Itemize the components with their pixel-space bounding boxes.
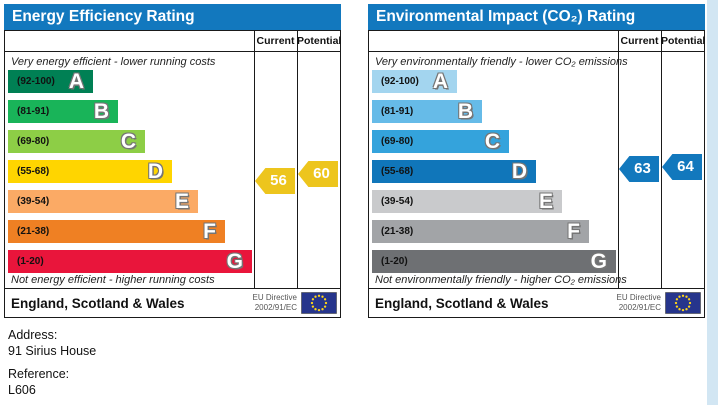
band-letter: C [484,130,500,153]
band-e: (39-54) E [8,190,198,213]
eu-flag-icon [665,292,701,314]
current-column-header: Current [256,35,295,47]
column-divider [297,31,298,289]
current-rating-arrow: 63 [619,156,659,182]
bands-area: Very environmentally friendly - lower CO… [369,52,704,289]
column-divider [254,31,255,289]
current-rating-arrow: 56 [255,168,295,194]
potential-rating-arrow: 60 [298,161,338,187]
band-letter: C [120,130,136,153]
chart-title: Energy Efficiency Rating [4,4,341,30]
band-range: (69-80) [17,136,50,147]
environmental-impact-chart: Environmental Impact (CO₂) Rating Curren… [368,4,705,318]
potential-column-header: Potential [661,35,706,47]
potential-rating-arrow: 64 [662,154,702,180]
column-divider [661,31,662,289]
band-f: (21-38) F [8,220,225,243]
reference-value: L606 [8,383,36,397]
band-b: (81-91) B [372,100,482,123]
band-range: (21-38) [381,226,414,237]
band-e: (39-54) E [372,190,562,213]
address-label: Address: [8,328,58,342]
eu-directive-line1: EU Directive [616,293,661,303]
band-f: (21-38) F [372,220,589,243]
band-letter: F [203,220,216,243]
band-letter: A [68,70,84,93]
scrollbar-track[interactable] [707,0,718,405]
eu-directive-line2: 2002/91/EC [618,303,661,312]
band-range: (39-54) [381,196,414,207]
band-letter: B [93,100,109,123]
band-range: (39-54) [17,196,50,207]
property-details: Address: 91 Sirius House Reference: L606 [8,327,96,398]
eu-directive-line2: 2002/91/EC [254,303,297,312]
band-range: (81-91) [381,106,414,117]
band-d: (55-68) D [372,160,536,183]
top-caption: Very environmentally friendly - lower CO… [375,56,628,68]
band-a: (92-100) A [372,70,457,93]
region-label: England, Scotland & Wales [375,295,549,311]
bottom-caption: Not energy efficient - higher running co… [11,274,215,286]
energy-efficiency-chart: Energy Efficiency Rating Current Potenti… [4,4,341,318]
band-range: (69-80) [381,136,414,147]
column-header-row: Current Potential [369,31,706,52]
chart-footer: England, Scotland & Wales EU Directive 2… [5,288,340,317]
band-letter: E [538,190,553,213]
top-caption: Very energy efficient - lower running co… [11,56,216,68]
chart-table: Current Potential Very energy efficient … [4,30,341,318]
band-letter: D [511,160,527,183]
column-divider [618,31,619,289]
potential-column-header: Potential [297,35,342,47]
band-a: (92-100) A [8,70,93,93]
band-letter: B [457,100,473,123]
band-letter: G [226,250,243,273]
band-range: (1-20) [381,256,408,267]
eu-directive-label: EU Directive 2002/91/EC [253,293,297,312]
column-header-row: Current Potential [5,31,342,52]
eu-directive-line1: EU Directive [252,293,297,303]
band-c: (69-80) C [372,130,509,153]
band-d: (55-68) D [8,160,172,183]
band-range: (1-20) [17,256,44,267]
band-letter: D [147,160,163,183]
bands-area: Very energy efficient - lower running co… [5,52,340,289]
band-range: (55-68) [381,166,414,177]
band-letter: E [174,190,189,213]
band-range: (92-100) [381,76,419,87]
region-label: England, Scotland & Wales [11,295,185,311]
bottom-caption: Not environmentally friendly - higher CO… [375,274,627,286]
eu-directive-label: EU Directive 2002/91/EC [617,293,661,312]
band-range: (92-100) [17,76,55,87]
reference-label: Reference: [8,367,70,381]
band-letter: A [432,70,448,93]
address-value: 91 Sirius House [8,344,97,358]
band-letter: G [590,250,607,273]
band-g: (1-20) G [8,250,252,273]
band-c: (69-80) C [8,130,145,153]
band-g: (1-20) G [372,250,616,273]
chart-title: Environmental Impact (CO₂) Rating [368,4,705,30]
current-column-header: Current [620,35,659,47]
chart-table: Current Potential Very environmentally f… [368,30,705,318]
band-range: (55-68) [17,166,50,177]
band-letter: F [567,220,580,243]
eu-flag-icon [301,292,337,314]
chart-footer: England, Scotland & Wales EU Directive 2… [369,288,704,317]
band-b: (81-91) B [8,100,118,123]
band-range: (21-38) [17,226,50,237]
band-range: (81-91) [17,106,50,117]
